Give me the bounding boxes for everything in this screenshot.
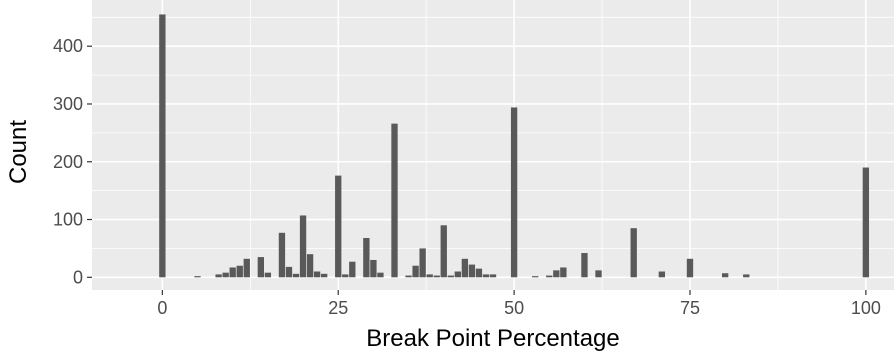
histogram-bar [363,238,370,278]
x-tick-label: 75 [680,298,700,318]
y-tick-label: 100 [53,210,83,230]
y-tick-label: 200 [53,152,83,172]
histogram-bar [447,275,454,278]
histogram-bar [532,276,539,278]
histogram-bar [658,271,666,278]
y-tick-label: 300 [53,94,83,114]
x-tick-label: 0 [157,298,167,318]
histogram-bar [342,274,349,278]
histogram-bar [194,276,201,278]
histogram-bar [546,275,553,278]
histogram-bar [489,274,497,278]
histogram-bar [560,267,567,278]
y-tick-label: 400 [53,36,83,56]
x-tick-label: 100 [851,298,881,318]
histogram-bar [285,266,293,278]
y-tick-label: 0 [73,267,83,287]
histogram-bar [349,261,356,278]
histogram-bar [243,258,250,278]
histogram-bar [236,265,243,278]
histogram-bar [440,225,447,278]
plot-panel [92,0,894,290]
histogram-bar [370,259,377,278]
histogram-bar [159,14,166,278]
histogram-bar [475,268,483,278]
histogram-bar [595,270,602,278]
histogram-bar [257,257,265,278]
histogram-bar [419,248,426,278]
histogram-bar [743,274,750,278]
histogram-bar [215,274,222,278]
histogram-bar [553,270,560,278]
histogram-bar [510,107,518,278]
histogram-bar [686,258,694,278]
histogram-bar [405,275,412,278]
bars [159,14,870,278]
histogram-bar [862,167,870,278]
histogram-bar [391,123,398,278]
histogram-bar [721,273,729,278]
histogram-bar [630,228,637,278]
histogram-bar [412,265,419,278]
axes: 0 100 200 300 400 0 25 50 75 100 [53,36,881,318]
histogram-bar [229,267,236,278]
histogram-bar [292,273,300,278]
histogram-bar [299,215,307,278]
histogram-bar [482,274,490,278]
histogram-bar [377,272,384,278]
histogram-bar [468,264,476,278]
histogram-bar [426,274,433,278]
histogram-bar [320,273,328,278]
histogram-bar [278,232,286,278]
histogram-bar [461,258,469,278]
histogram-bar [306,254,314,278]
histogram-bar [264,272,272,278]
x-axis-title: Break Point Percentage [366,325,620,351]
histogram-bar [313,271,321,278]
x-tick-label: 50 [504,298,524,318]
histogram-bar [222,272,229,278]
x-tick-label: 25 [328,298,348,318]
y-axis-title: Count [5,120,32,184]
histogram-bar [581,253,588,278]
histogram-bar [335,175,342,278]
histogram-bar [433,275,440,278]
histogram-bar [454,271,461,278]
